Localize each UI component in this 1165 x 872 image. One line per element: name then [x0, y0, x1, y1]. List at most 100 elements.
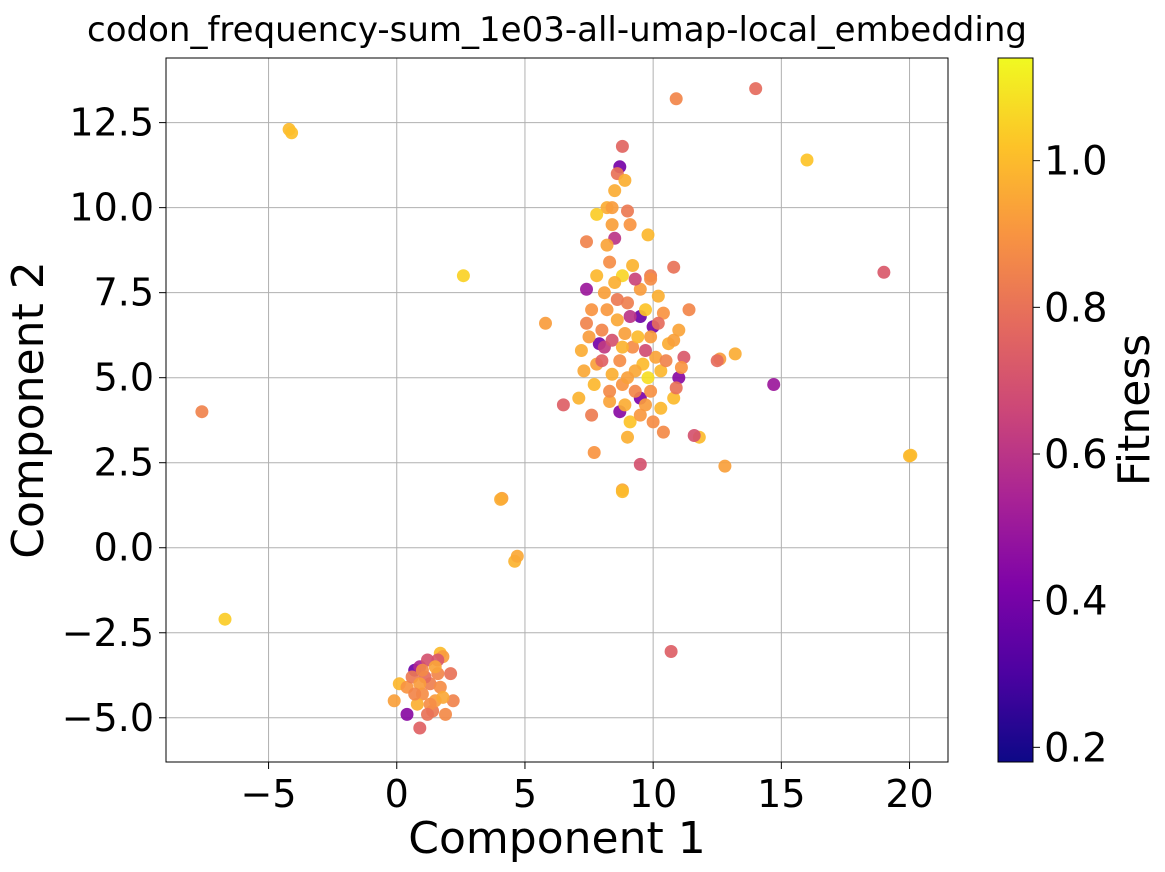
data-point — [595, 354, 609, 368]
data-point — [577, 364, 591, 378]
data-point — [413, 721, 427, 735]
data-point — [387, 694, 401, 708]
data-point — [195, 405, 209, 419]
data-point — [800, 153, 814, 167]
data-point — [580, 235, 593, 249]
data-point — [510, 549, 524, 563]
y-tick-label: 12.5 — [69, 101, 154, 145]
colorbar-tick-label: 0.6 — [1044, 432, 1108, 478]
data-point — [639, 398, 652, 412]
y-tick-label: 2.5 — [94, 441, 154, 485]
data-point — [633, 408, 647, 422]
data-point — [539, 316, 552, 330]
chart-title: codon_frequency-sum_1e03-all-umap-local_… — [87, 10, 1027, 50]
data-point — [669, 92, 683, 106]
data-point — [608, 276, 622, 289]
x-tick-label: 0 — [385, 772, 409, 816]
data-point — [439, 707, 452, 721]
data-point — [623, 218, 637, 232]
data-point — [615, 485, 629, 499]
data-point — [615, 139, 629, 153]
grid-lines — [166, 58, 948, 762]
colorbar-ticks: 0.2 0.4 0.6 0.8 1.0 — [1033, 139, 1108, 771]
data-point — [585, 303, 599, 317]
data-point — [610, 313, 624, 327]
data-point — [672, 323, 686, 337]
data-point — [667, 391, 681, 405]
data-point — [659, 354, 673, 368]
data-point — [582, 330, 596, 344]
data-point — [494, 492, 508, 506]
data-point — [631, 330, 645, 344]
data-point — [603, 255, 617, 269]
data-point — [621, 204, 634, 218]
scatter-points — [195, 82, 918, 735]
data-point — [408, 687, 422, 701]
data-point — [654, 364, 668, 378]
colorbar-tick-label: 0.2 — [1044, 725, 1108, 771]
data-point — [428, 660, 442, 674]
colorbar-tick-label: 0.4 — [1044, 579, 1108, 625]
data-point — [728, 347, 742, 361]
data-point — [605, 367, 619, 381]
data-point — [618, 327, 632, 340]
y-tick-label: 10.0 — [69, 186, 154, 230]
y-tick-label: 5.0 — [94, 356, 154, 400]
data-point — [710, 354, 724, 368]
data-point — [595, 323, 609, 337]
data-point — [667, 333, 681, 347]
data-point — [664, 645, 678, 658]
data-point — [621, 430, 634, 444]
x-axis-ticks: −5 0 5 10 15 20 — [241, 762, 934, 816]
data-point — [656, 306, 670, 320]
data-point — [639, 303, 652, 317]
data-point — [651, 316, 665, 330]
data-point — [644, 272, 658, 286]
data-point — [656, 425, 670, 439]
data-point — [651, 289, 665, 303]
data-point — [628, 384, 642, 398]
data-point — [580, 282, 593, 296]
data-point — [600, 238, 614, 252]
data-point — [623, 310, 637, 323]
data-point — [613, 354, 627, 368]
data-point — [436, 690, 450, 704]
data-point — [444, 667, 458, 681]
data-point — [628, 272, 642, 286]
y-tick-label: −5.0 — [62, 696, 154, 740]
data-point — [605, 333, 619, 347]
data-point — [633, 457, 647, 471]
y-tick-label: 7.5 — [94, 271, 154, 315]
colorbar-tick-label: 1.0 — [1044, 139, 1108, 185]
data-point — [718, 459, 732, 473]
data-point — [605, 201, 619, 215]
data-point — [572, 391, 586, 405]
data-point — [600, 303, 614, 317]
data-point — [767, 378, 781, 391]
data-point — [580, 316, 593, 330]
y-axis-label: Component 2 — [3, 261, 54, 558]
data-point — [585, 408, 599, 422]
y-axis-ticks: −5.0 −2.5 0.0 2.5 5.0 7.5 10.0 12.5 — [62, 101, 166, 740]
data-point — [667, 260, 681, 274]
data-point — [587, 378, 601, 391]
data-point — [644, 330, 658, 344]
data-point — [626, 340, 640, 354]
data-point — [608, 184, 622, 198]
data-point — [421, 707, 434, 721]
data-point — [610, 293, 624, 306]
data-point — [633, 282, 647, 296]
data-point — [682, 303, 696, 317]
data-point — [654, 401, 668, 415]
data-point — [590, 269, 604, 283]
data-point — [674, 361, 688, 374]
x-tick-label: 5 — [513, 772, 537, 816]
data-point — [649, 350, 663, 364]
data-point — [615, 340, 629, 354]
data-point — [749, 82, 763, 96]
data-point — [597, 286, 611, 300]
x-tick-label: 20 — [885, 772, 933, 816]
data-point — [446, 694, 460, 708]
data-point — [669, 381, 683, 395]
